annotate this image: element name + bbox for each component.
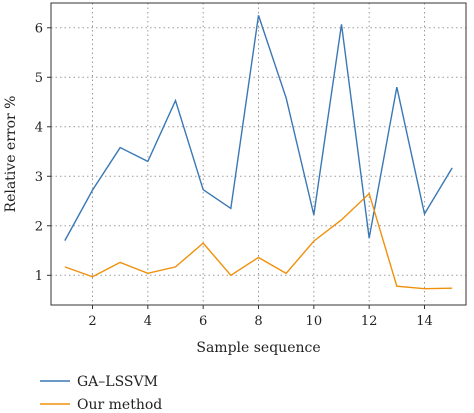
y-tick-label: 2 [35, 219, 43, 234]
y-tick-label: 1 [35, 269, 43, 284]
y-tick-label: 4 [35, 120, 43, 135]
x-axis-label: Sample sequence [196, 340, 320, 356]
x-tick-label: 14 [416, 314, 433, 329]
x-tick-label: 6 [199, 314, 207, 329]
x-tick-label: 12 [361, 314, 378, 329]
x-tick-label: 4 [144, 314, 152, 329]
series-lines [64, 15, 453, 290]
y-axis-label: Relative error % [3, 96, 19, 213]
y-tick-label: 5 [35, 71, 43, 86]
legend-label-ga-lssvm: GA–LSSVM [77, 374, 158, 390]
x-tick-label: 8 [254, 314, 262, 329]
series-line-ga-lssvm [64, 15, 453, 241]
legend: GA–LSSVM Our method [40, 374, 162, 413]
x-tick-label: 10 [306, 314, 323, 329]
legend-label-our-method: Our method [77, 397, 162, 413]
grid-lines [51, 3, 466, 305]
y-tick-label: 6 [35, 21, 43, 36]
x-tick-label: 2 [88, 314, 96, 329]
series-line-our-method [64, 192, 453, 290]
y-tick-label: 3 [35, 170, 43, 185]
